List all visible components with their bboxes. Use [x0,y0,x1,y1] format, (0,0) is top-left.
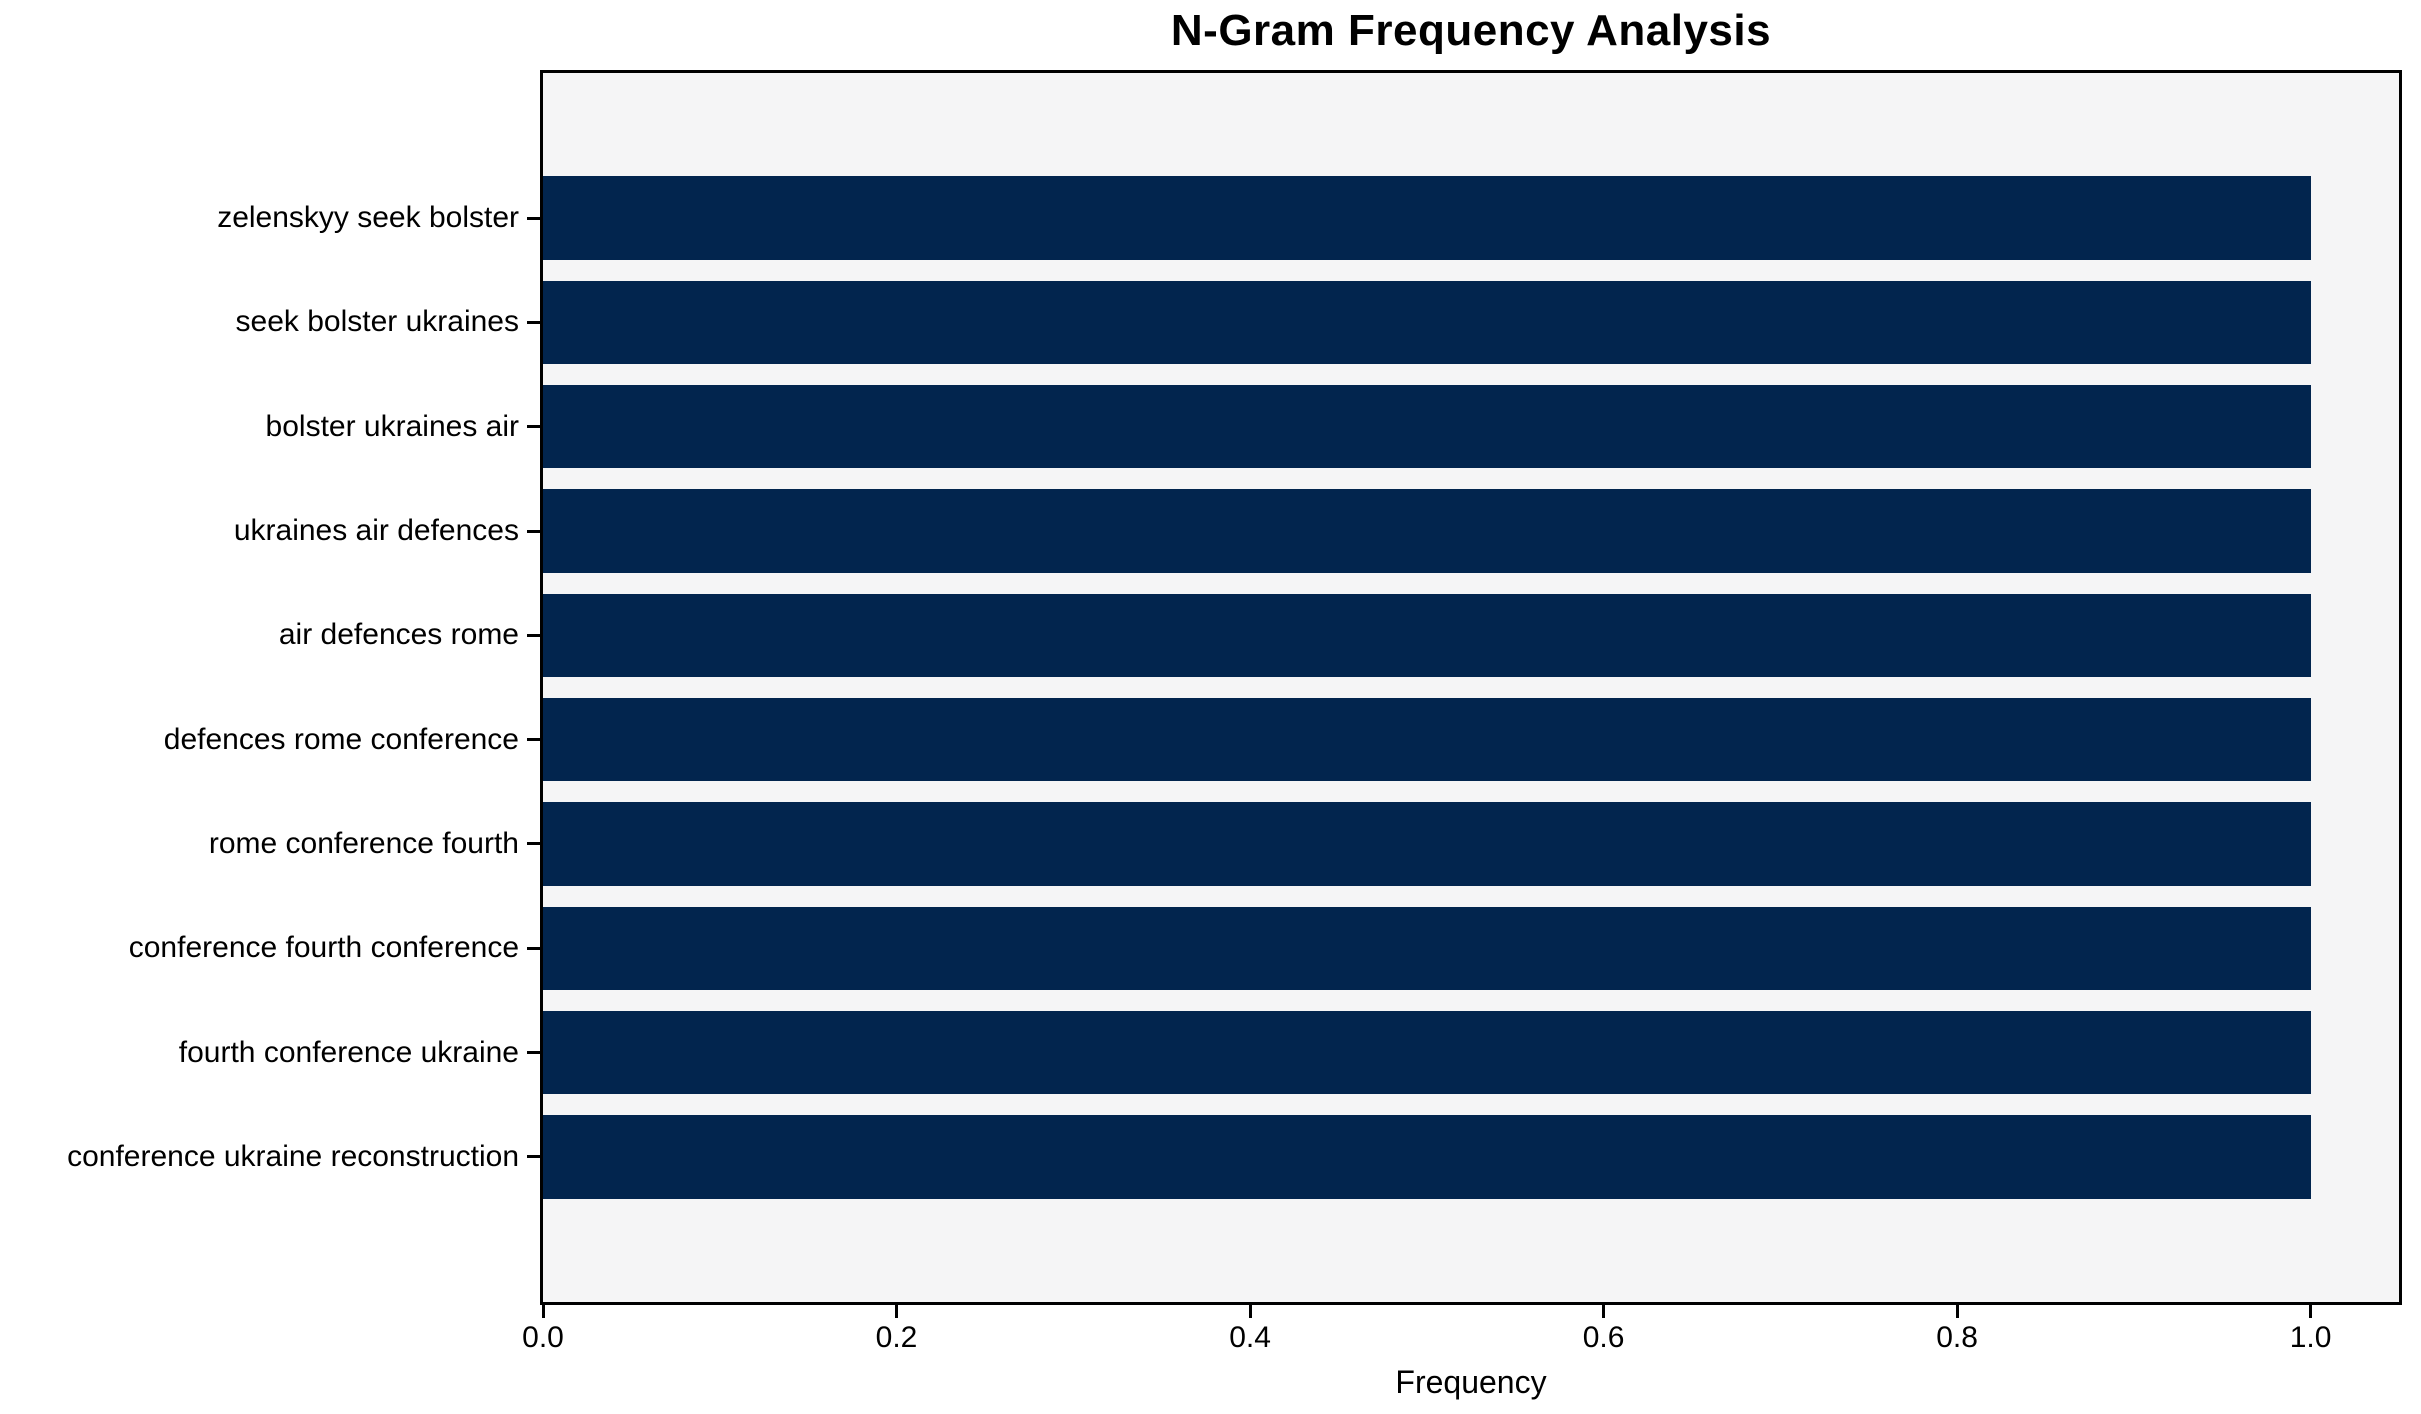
bar [543,593,2311,678]
bar [543,1010,2311,1095]
y-tick-mark [527,216,540,220]
x-tick-label: 0.8 [1936,1321,1978,1354]
bar [543,1115,2311,1199]
chart-title: N-Gram Frequency Analysis [1170,6,1772,55]
bar [543,802,2311,886]
y-tick-label: rome conference fourth [208,826,519,860]
y-tick-mark [527,1051,540,1055]
bar [543,489,2311,573]
bar [543,280,2311,365]
y-tick-label: conference ukraine reconstruction [67,1139,519,1173]
x-tick-label: 0.0 [522,1321,564,1354]
y-tick-mark [527,633,540,637]
y-tick-label: fourth conference ukraine [178,1035,519,1069]
y-tick-label: ukraines air defences [233,514,519,547]
x-tick-mark [1955,1305,1959,1318]
y-tick-label: seek bolster ukraines [235,305,519,339]
x-tick-label: 0.4 [1229,1321,1271,1354]
x-tick-mark [1602,1305,1606,1318]
y-tick-label: zelenskyy seek bolster [217,201,519,235]
y-tick-label: air defences rome [278,618,519,652]
bar [543,697,2311,782]
y-tick-mark [527,529,540,533]
x-tick-mark [541,1305,545,1318]
y-tick-label: conference fourth conference [128,931,519,965]
x-tick-label: 0.6 [1582,1321,1625,1354]
x-tick-mark [2309,1305,2313,1318]
y-tick-label: bolster ukraines air [265,409,519,443]
y-tick-mark [527,425,540,429]
x-tick-label: 1.0 [2289,1321,2332,1354]
x-tick-mark [1248,1305,1252,1318]
y-tick-mark [527,738,540,742]
x-tick-label: 0.2 [875,1321,918,1354]
bar [543,176,2311,260]
x-axis-title: Frequency [1395,1364,1547,1400]
x-tick-mark [895,1305,899,1318]
bar [543,906,2311,991]
y-tick-mark [527,946,540,950]
y-tick-mark [527,1155,540,1159]
y-tick-mark [527,320,540,324]
y-tick-mark [527,842,540,846]
y-tick-label: defences rome conference [163,722,519,756]
bar [543,384,2311,469]
plot-area [540,70,2402,1305]
